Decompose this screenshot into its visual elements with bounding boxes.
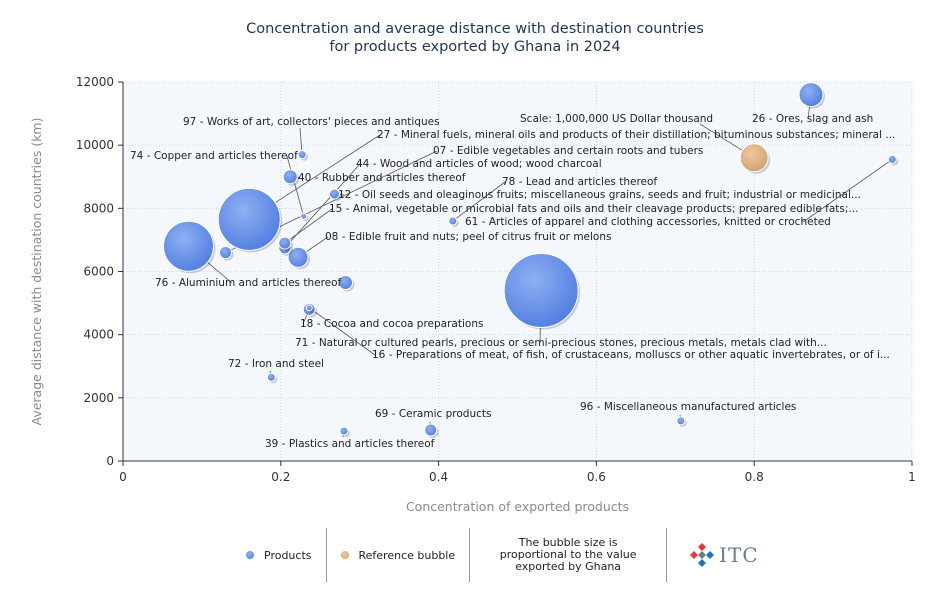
product-bubble[interactable]	[339, 426, 349, 436]
bubble-label: 71 - Natural or cultured pearls, preciou…	[295, 337, 827, 349]
product-bubble[interactable]	[424, 423, 438, 437]
axes: 0 0.2 0.4 0.6 0.8 1 0 2000 4000 6000 8000 10000 1200…	[76, 75, 916, 484]
bubble-label: 74 - Copper and articles thereof	[130, 150, 298, 162]
bubble-label: 16 - Preparations of meat, of fish, of c…	[372, 349, 890, 361]
itc-logo-icon	[690, 543, 715, 567]
x-tick-label: 0	[119, 470, 127, 484]
bubble-label: 97 - Works of art, collectors' pieces an…	[183, 116, 440, 128]
bubble-label: 72 - Iron and steel	[228, 358, 324, 370]
product-bubble[interactable]	[219, 246, 233, 260]
y-tick-label: 6000	[83, 265, 114, 279]
grid-lines	[123, 81, 913, 461]
bubble-label: 18 - Cocoa and cocoa preparations	[300, 318, 483, 330]
y-axis-title: Average distance with destination countr…	[29, 118, 44, 426]
x-tick-label: 0.2	[271, 470, 290, 484]
product-bubble[interactable]	[676, 416, 686, 426]
bubble-label: 08 - Edible fruit and nuts; peel of citr…	[325, 231, 611, 243]
reference-dot-icon	[340, 551, 349, 559]
product-bubble[interactable]	[887, 154, 897, 164]
bubble-chart: Concentration and average distance with …	[29, 21, 916, 514]
bubble-label: 15 - Animal, vegetable or microbial fats…	[329, 203, 858, 215]
itc-logo-text: ITC	[719, 543, 759, 567]
product-bubble[interactable]	[162, 220, 214, 272]
product-bubble[interactable]	[448, 216, 458, 226]
chart-title-line-1: Concentration and average distance with …	[246, 21, 704, 37]
bubble-label: 07 - Edible vegetables and certain roots…	[433, 145, 703, 157]
leader-line	[286, 155, 305, 217]
product-bubble[interactable]	[266, 372, 276, 382]
product-bubble[interactable]	[297, 150, 307, 160]
product-bubble[interactable]	[300, 212, 308, 220]
legend-note: The bubble size is proportional to the v…	[499, 536, 637, 573]
product-bubble[interactable]	[282, 169, 298, 185]
leader-line	[452, 181, 506, 222]
x-tick-label: 0.8	[745, 470, 764, 484]
bubble-label: 39 - Plastics and articles thereof	[265, 438, 435, 450]
product-bubble[interactable]	[503, 252, 579, 328]
legend-divider	[325, 528, 327, 582]
leader-line	[284, 208, 333, 244]
y-tick-label: 8000	[83, 201, 114, 215]
product-bubble[interactable]	[305, 304, 313, 312]
y-tick-label: 12000	[76, 75, 114, 89]
product-bubble[interactable]	[287, 246, 309, 268]
bubble-label: 27 - Mineral fuels, mineral oils and pro…	[377, 129, 895, 141]
x-tick-label: 0.6	[587, 470, 606, 484]
leader-line	[802, 159, 893, 223]
bubble-label: 61 - Articles of apparel and clothing ac…	[465, 216, 831, 228]
product-bubble[interactable]	[278, 236, 292, 250]
legend-divider	[666, 528, 668, 582]
bubble-label: 78 - Lead and articles thereof	[502, 176, 657, 188]
product-bubble[interactable]	[337, 275, 353, 291]
y-tick-label: 2000	[83, 391, 114, 405]
bubble-labels: 26 - Ores, slag and ash 97 - Works of art…	[130, 113, 895, 450]
products-dot-icon	[246, 551, 254, 559]
product-bubble[interactable]	[328, 188, 340, 200]
x-tick-label: 1	[908, 470, 916, 484]
legend: Products Reference bubble The bubble siz…	[232, 528, 759, 582]
x-axis-title: Concentration of exported products	[406, 499, 629, 514]
leader-line	[308, 307, 376, 356]
legend-divider	[469, 528, 471, 582]
legend-products-label: Products	[264, 548, 312, 562]
bubble-label: 26 - Ores, slag and ash	[752, 113, 873, 125]
bubble-label: 96 - Miscellaneous manufactured articles	[580, 401, 796, 413]
bubble-label: 76 - Aluminium and articles thereof	[155, 277, 342, 289]
product-bubble[interactable]	[798, 82, 824, 108]
chart-title-line-2: for products exported by Ghana in 2024	[329, 39, 620, 55]
bubble-label: 12 - Oil seeds and oleaginous fruits; mi…	[338, 189, 861, 201]
y-tick-label: 4000	[83, 328, 114, 342]
itc-logo: ITC	[667, 528, 759, 582]
legend-item-products[interactable]: Products	[232, 528, 326, 582]
bubble-label: 69 - Ceramic products	[375, 408, 491, 420]
legend-reference-label: Reference bubble	[358, 548, 456, 562]
bubbles	[162, 82, 899, 439]
reference-bubble-label: Scale: 1,000,000 US Dollar thousand	[520, 113, 713, 125]
bubble-label: 44 - Wood and articles of wood; wood cha…	[356, 158, 602, 170]
bubble-label: 40 - Rubber and articles thereof	[298, 172, 466, 184]
reference-bubble[interactable]	[739, 143, 769, 173]
x-tick-label: 0.4	[429, 470, 448, 484]
legend-item-reference[interactable]: Reference bubble	[327, 528, 470, 582]
product-bubble[interactable]	[217, 187, 281, 251]
legend-note-cell: The bubble size is proportional to the v…	[470, 528, 666, 582]
y-tick-label: 10000	[76, 138, 114, 152]
y-tick-label: 0	[106, 454, 114, 468]
